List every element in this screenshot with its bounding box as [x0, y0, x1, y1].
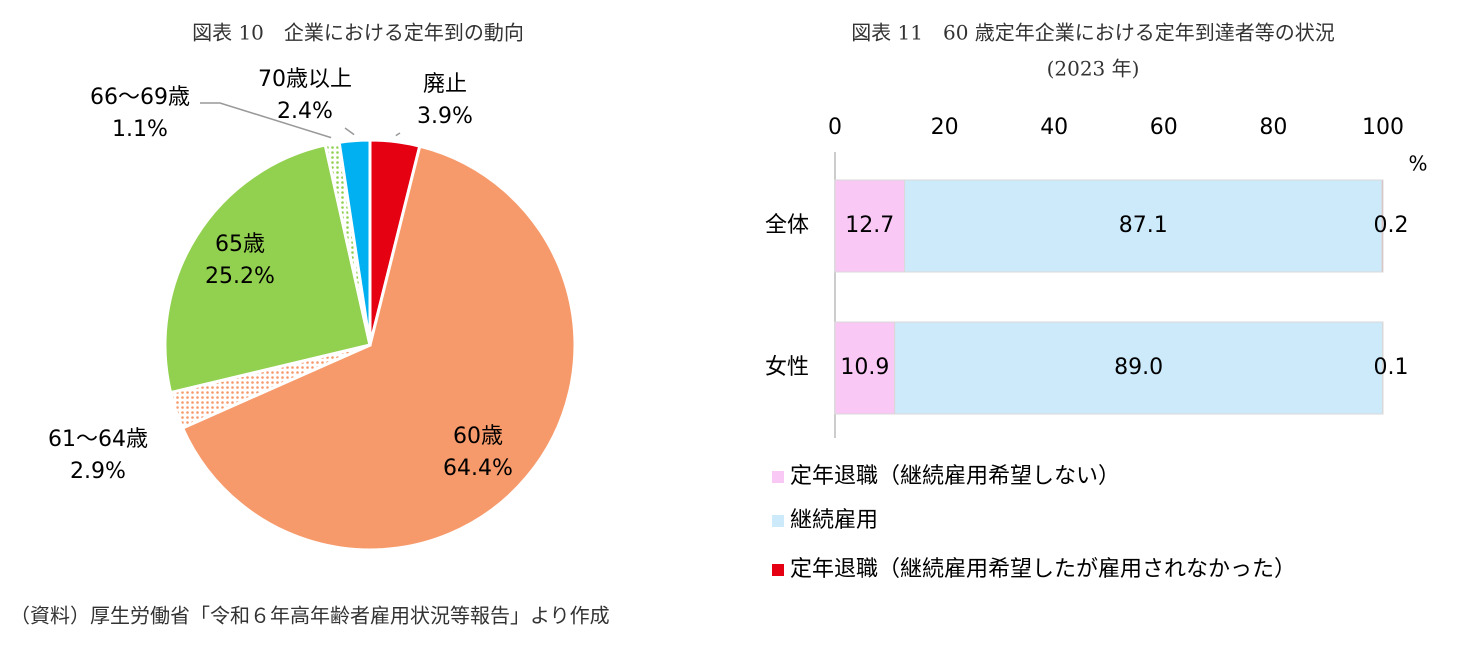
pie-value-label: 25.2% [205, 264, 275, 289]
value-label: 0.2 [1374, 213, 1409, 238]
pie-value-label: 1.1% [112, 117, 168, 142]
x-tick-label: 20 [931, 115, 959, 140]
value-label: 12.7 [845, 213, 894, 238]
value-label: 89.0 [1114, 355, 1163, 380]
pie-category-label: 66～69歳 [90, 85, 190, 110]
leader-line [344, 127, 355, 136]
x-tick-label: 100 [1362, 115, 1404, 140]
pie-category-label: 廃止 [423, 72, 467, 97]
bar-segment [1381, 321, 1384, 415]
pie-value-label: 2.4% [277, 99, 333, 124]
bar-segment [904, 179, 1383, 273]
bar-title: 図表 11 60 歳定年企業における定年到達者等の状況 [851, 21, 1335, 45]
bar-segment [894, 321, 1383, 415]
legend-label: 定年退職（継続雇用希望したが雇用されなかった） [790, 557, 1296, 582]
pie-slice [180, 144, 577, 552]
legend-swatch [772, 564, 784, 576]
legend-swatch [772, 471, 784, 483]
category-label: 全体 [765, 213, 809, 238]
leader-line [395, 132, 401, 137]
value-label: 0.1 [1374, 355, 1409, 380]
pie-value-label: 64.4% [443, 456, 513, 481]
source-note: （資料）厚生労働省「令和６年高年齢者雇用状況等報告」より作成 [10, 604, 610, 628]
pie-category-label: 65歳 [215, 232, 265, 257]
leader-line [200, 102, 332, 139]
pie-value-label: 2.9% [70, 459, 126, 484]
bar-segment [1381, 179, 1384, 273]
x-unit: % [1408, 152, 1427, 176]
pie-slice [337, 138, 372, 346]
pie-category-label: 70歳以上 [258, 67, 352, 92]
value-label: 87.1 [1119, 213, 1168, 238]
category-label: 女性 [765, 355, 809, 380]
x-tick-label: 60 [1150, 115, 1178, 140]
x-tick-label: 0 [828, 115, 842, 140]
pie-value-label: 3.9% [417, 104, 473, 129]
pie-slice [163, 143, 372, 395]
pie-title: 図表 10 企業における定年到の動向 [192, 21, 524, 45]
x-tick-label: 80 [1259, 115, 1287, 140]
bar-subtitle: (2023 年) [1047, 57, 1140, 81]
value-label: 10.9 [840, 355, 889, 380]
pie-category-label: 60歳 [453, 424, 503, 449]
bar-segment [834, 321, 896, 415]
legend-label: 定年退職（継続雇用希望しない） [790, 464, 1120, 489]
legend-swatch [772, 515, 784, 527]
bar-segment [834, 179, 906, 273]
pie-category-label: 61～64歳 [48, 427, 148, 452]
legend-label: 継続雇用 [790, 508, 878, 533]
x-tick-label: 40 [1040, 115, 1068, 140]
